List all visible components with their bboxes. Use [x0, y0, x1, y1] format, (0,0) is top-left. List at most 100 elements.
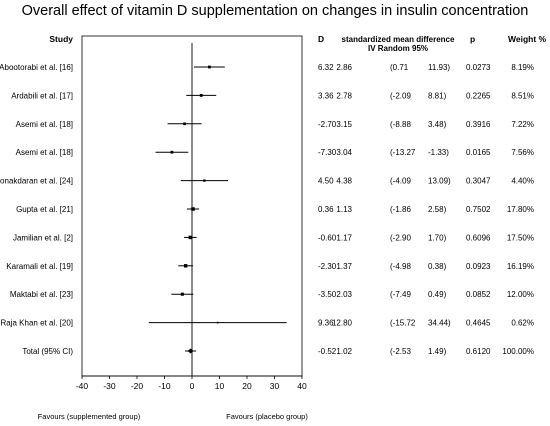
study-estimate-box [207, 65, 211, 69]
study-name: Gupta et al. [21] [16, 205, 73, 214]
study-d-value: -2.70 [318, 120, 337, 129]
study-smd-value: 1.37 [336, 262, 352, 271]
study-ci-low: (-2.90 [390, 233, 411, 242]
study-smd-value: 1.17 [336, 233, 352, 242]
study-estimate-box [191, 207, 195, 211]
total-row: Total (95% CI) -0.52 1.02 (-2.53 1.49) 0.6120… [22, 347, 534, 356]
study-d-value: -7.30 [318, 148, 337, 157]
study-name: Ardabili et al. [17] [11, 91, 73, 100]
study-weight: 12.00% [507, 290, 534, 299]
study-d-value: 3.36 [318, 91, 334, 100]
study-d-value: 0.36 [318, 205, 334, 214]
x-tick-label: 10 [215, 381, 225, 391]
study-row: Karamali et al. [19] -2.30 1.37 (-4.98 0.38)… [6, 262, 534, 271]
study-name: Raja Khan et al. [20] [1, 319, 74, 328]
total-ci-low: (-2.53 [390, 347, 411, 356]
study-row: Ardabili et al. [17] 3.36 2.78 (-2.09 8.81) 0… [11, 91, 534, 100]
study-ci-high: 3.48) [428, 120, 447, 129]
study-weight: 8.19% [511, 63, 534, 72]
plot-marks [148, 43, 287, 376]
study-weight: 0.62% [511, 319, 534, 328]
column-headers: Study D standardized mean difference IV … [49, 34, 546, 53]
study-name: Asemi et al. [18] [16, 148, 73, 157]
study-d-value: -0.60 [318, 233, 337, 242]
study-name: Asemi et al. [18] [16, 120, 73, 129]
x-axis: -40 -30 -20 -10 0 10 20 30 40 [76, 375, 307, 391]
study-estimate-box [183, 122, 186, 126]
study-d-value: -2.30 [318, 262, 337, 271]
study-ci-high: 8.81) [428, 91, 447, 100]
study-smd-value: 4.38 [336, 177, 352, 186]
study-ci-low: (-13.27 [390, 148, 416, 157]
study-smd-value: 2.86 [336, 63, 352, 72]
study-estimate-box [170, 150, 174, 154]
study-ci-high: 11.93) [428, 63, 450, 72]
study-ci-high: 0.49) [428, 290, 447, 299]
study-ci-high: 2.58) [428, 205, 447, 214]
study-d-value: 9.36 [318, 319, 334, 328]
study-estimate-box [203, 179, 206, 182]
study-smd-value: 1.13 [336, 205, 352, 214]
study-ci-low: (-15.72 [390, 319, 416, 328]
study-name: Abootorabi et al. [16] [0, 63, 73, 72]
x-tick-label: -30 [103, 381, 116, 391]
x-tick-label: -10 [158, 381, 171, 391]
study-ci-low: (0.71 [390, 63, 409, 72]
study-row: Gupta et al. [21] 0.36 1.13 (-1.86 2.58) 0.75… [16, 205, 534, 214]
x-tick-label: 20 [242, 381, 252, 391]
study-ci-low: (-8.88 [390, 120, 411, 129]
total-d-value: -0.52 [318, 347, 337, 356]
study-estimate-box [216, 321, 219, 324]
study-smd-value: 2.78 [336, 91, 352, 100]
study-weight: 7.22% [511, 120, 534, 129]
study-p-value: 0.6096 [466, 233, 491, 242]
study-ci-high: 1.70) [428, 233, 447, 242]
study-smd-value: 3.04 [336, 148, 352, 157]
study-smd-value: 2.03 [336, 290, 352, 299]
total-ci-high: 1.49) [428, 347, 447, 356]
study-ci-high: 0.38) [428, 262, 447, 271]
study-name: Bonakdaran et al. [24] [0, 177, 73, 186]
total-name: Total (95% CI) [22, 347, 73, 356]
study-rows: Abootorabi et al. [16] 6.32 2.86 (0.71 11.93… [0, 63, 534, 356]
total-diamond [187, 348, 194, 354]
total-smd-value: 1.02 [336, 347, 352, 356]
header-method: IV Random 95% [368, 44, 428, 53]
header-weight: Weight % [508, 34, 547, 44]
study-smd-value: 12.80 [332, 319, 353, 328]
study-smd-value: 3.15 [336, 120, 352, 129]
study-d-value: 4.50 [318, 177, 334, 186]
study-p-value: 0.7502 [466, 205, 491, 214]
study-weight: 4.40% [511, 177, 534, 186]
x-tick-label: -40 [76, 381, 89, 391]
study-row: Jamilian et al. [2] -0.60 1.17 (-2.90 1.70) 0… [13, 233, 534, 242]
header-p: p [470, 34, 475, 44]
study-p-value: 0.0165 [466, 148, 491, 157]
study-row: Bonakdaran et al. [24] 4.50 4.38 (-4.09 13.0… [0, 177, 534, 186]
study-p-value: 0.0273 [466, 63, 491, 72]
study-estimate-box [180, 292, 184, 296]
study-p-value: 0.0852 [466, 290, 491, 299]
study-name: Jamilian et al. [2] [13, 233, 73, 242]
x-tick-label: -20 [131, 381, 144, 391]
study-p-value: 0.3047 [466, 177, 491, 186]
study-estimate-box [188, 235, 193, 240]
study-weight: 17.50% [507, 233, 534, 242]
study-weight: 7.56% [511, 148, 534, 157]
study-ci-low: (-2.09 [390, 91, 411, 100]
favours-left-label: Favours (supplemented group) [38, 412, 141, 421]
chart-title: Overall effect of vitamin D supplementat… [21, 3, 529, 19]
study-ci-low: (-7.49 [390, 290, 411, 299]
study-name: Maktabi et al. [23] [10, 290, 73, 299]
x-tick-label: 40 [297, 381, 307, 391]
study-weight: 17.80% [507, 205, 534, 214]
favours-right-label: Favours (placebo group) [226, 412, 308, 421]
study-p-value: 0.3916 [466, 120, 491, 129]
study-row: Asemi et al. [18] -2.70 3.15 (-8.88 3.48) 0.3… [16, 120, 534, 129]
study-row: Maktabi et al. [23] -3.50 2.03 (-7.49 0.49) 0… [10, 290, 534, 299]
x-tick-label: 0 [190, 381, 195, 391]
study-p-value: 0.4645 [466, 319, 491, 328]
study-weight: 8.51% [511, 91, 534, 100]
